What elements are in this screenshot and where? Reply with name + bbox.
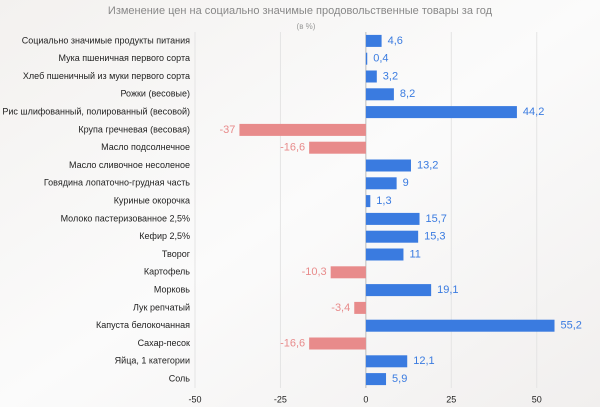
category-label: Кефир 2,5%: [139, 231, 190, 241]
category-label: Масло сливочное несоленое: [69, 160, 190, 170]
chart-subtitle: (в %): [297, 22, 316, 31]
bar: [365, 88, 394, 101]
category-label: Крупа гречневая (весовая): [78, 124, 190, 134]
bar: [365, 195, 371, 208]
category-label: Картофель: [144, 267, 190, 277]
bar: [365, 373, 387, 386]
value-label: 8,2: [400, 88, 415, 100]
value-label: 0,4: [373, 53, 388, 65]
category-label: Рожки (весовые): [120, 89, 190, 99]
category-label: Творог: [162, 249, 191, 259]
bar: [365, 212, 420, 225]
x-tick-label: -25: [274, 394, 287, 404]
category-label: Соль: [169, 373, 191, 383]
value-label: 15,7: [426, 213, 447, 225]
bar: [365, 230, 419, 243]
bar: [365, 355, 408, 368]
value-label: -37: [220, 124, 236, 136]
bar: [365, 34, 382, 47]
bar: [354, 301, 366, 314]
category-label: Лук репчатый: [133, 302, 190, 312]
category-label: Масло подсолнечное: [101, 142, 190, 152]
bar: [365, 177, 397, 190]
bar: [309, 141, 366, 154]
chart-title: Изменение цен на социально значимые прод…: [108, 5, 493, 17]
bar: [365, 248, 404, 261]
bar: [365, 284, 432, 297]
x-tick-label: 25: [446, 394, 456, 404]
bar: [330, 266, 366, 279]
category-label: Яйца, 1 категории: [115, 356, 190, 366]
bar: [365, 319, 555, 332]
value-label: 55,2: [561, 320, 582, 332]
value-label: 19,1: [437, 284, 458, 296]
x-tick-label: 0: [363, 394, 368, 404]
category-label: Мука пшеничная первого сорта: [59, 53, 190, 63]
value-label: 12,1: [413, 355, 434, 367]
category-label: Социально значимые продукты питания: [22, 35, 190, 45]
value-label: -10,3: [302, 266, 327, 278]
bar: [365, 52, 368, 65]
value-label: -16,6: [280, 337, 305, 349]
bar: [365, 70, 377, 83]
bar: [309, 337, 366, 350]
category-label: Говядина лопаточно-грудная часть: [44, 178, 190, 188]
value-label: -16,6: [280, 142, 305, 154]
value-label: 9: [403, 177, 409, 189]
value-label: 44,2: [523, 106, 544, 118]
category-label: Куриные окорочка: [114, 195, 190, 205]
value-label: 15,3: [424, 231, 445, 243]
value-label: 13,2: [417, 159, 438, 171]
x-tick-label: 50: [532, 394, 542, 404]
value-label: -3,4: [331, 302, 350, 314]
value-label: 11: [409, 248, 420, 260]
bar: [365, 106, 517, 119]
value-label: 5,9: [392, 373, 407, 385]
category-label: Молоко пастеризованное 2,5%: [61, 213, 190, 223]
bar: [239, 123, 366, 136]
x-tick-label: -50: [188, 394, 201, 404]
value-label: 1,3: [376, 195, 391, 207]
bar: [365, 159, 411, 172]
category-label: Рис шлифованный, полированный (весовой): [2, 106, 190, 116]
category-label: Капуста белокочанная: [96, 320, 190, 330]
category-label: Морковь: [154, 284, 190, 294]
value-label: 3,2: [383, 70, 398, 82]
category-label: Хлеб пшеничный из муки первого сорта: [23, 71, 190, 81]
value-label: 4,6: [388, 35, 403, 47]
category-label: Сахар-песок: [138, 338, 190, 348]
